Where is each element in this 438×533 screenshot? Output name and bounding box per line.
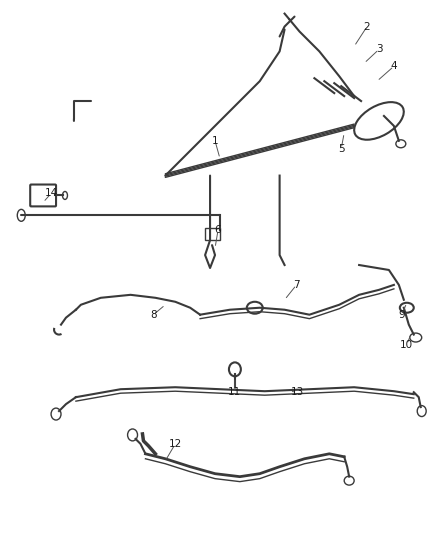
Text: 5: 5 [338, 144, 345, 154]
Text: 6: 6 [215, 225, 221, 235]
Text: 13: 13 [291, 387, 304, 397]
Text: 11: 11 [228, 387, 241, 397]
Text: 14: 14 [44, 189, 58, 198]
Bar [205, 228, 220, 240]
Text: 1: 1 [212, 136, 218, 146]
Text: 9: 9 [399, 310, 405, 320]
Text: 12: 12 [169, 439, 182, 449]
Text: 4: 4 [391, 61, 397, 71]
Text: 2: 2 [364, 21, 371, 31]
Text: 10: 10 [400, 340, 413, 350]
Text: 7: 7 [293, 280, 300, 290]
Text: 8: 8 [150, 310, 157, 320]
Text: 3: 3 [376, 44, 382, 54]
